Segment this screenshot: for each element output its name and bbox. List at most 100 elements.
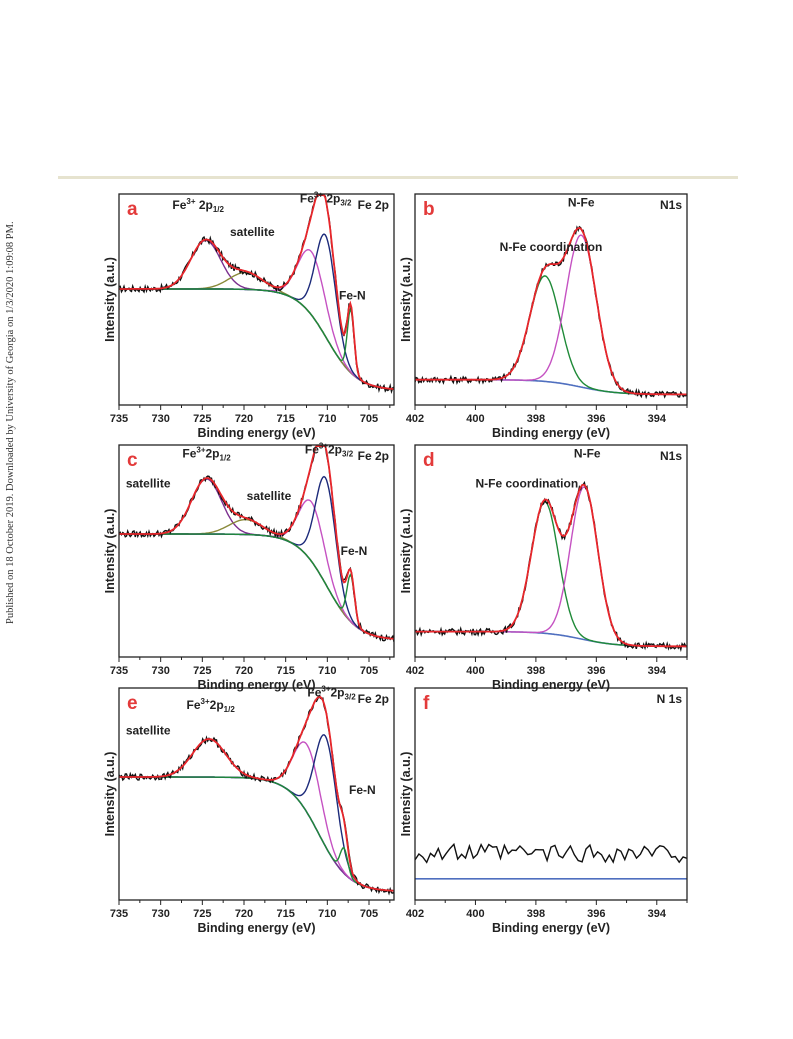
- x-tick-label-a-3: 720: [235, 413, 253, 425]
- x-tick-label-b-0: 402: [406, 413, 424, 425]
- x-tick-label-d-1: 400: [466, 665, 484, 677]
- x-axis-title-e: Binding energy (eV): [197, 921, 315, 935]
- x-axis-title-f: Binding energy (eV): [492, 921, 610, 935]
- frame-e: [118, 687, 395, 901]
- panel-letter-f: f: [423, 693, 430, 714]
- x-tick-label-d-2: 398: [527, 665, 545, 677]
- frame-d: [414, 444, 688, 658]
- peak-label-c-0: satellite: [126, 476, 171, 490]
- corner-label-a: Fe 2p: [358, 198, 389, 212]
- peak-label-b-0: N-Fe coordination: [500, 240, 603, 254]
- background-line-b: [415, 378, 687, 396]
- side-note: Published on 18 October 2019. Downloaded…: [5, 221, 16, 624]
- peak-label-a-1: satellite: [230, 225, 275, 239]
- component-b-1: [415, 234, 687, 396]
- corner-label-b: N1s: [660, 198, 682, 212]
- component-e-2: [119, 734, 394, 892]
- component-c-4: [119, 533, 394, 640]
- component-a-4: [119, 288, 394, 390]
- component-d-1: [415, 486, 687, 648]
- y-axis-title-c: Intensity (a.u.): [103, 509, 117, 594]
- peak-label-a-3: Fe-N: [339, 289, 366, 303]
- x-tick-label-e-0: 735: [110, 908, 128, 920]
- component-b-0: [415, 275, 687, 396]
- x-tick-label-e-5: 710: [318, 908, 336, 920]
- x-tick-label-a-6: 705: [360, 413, 378, 425]
- x-tick-label-e-2: 725: [193, 908, 211, 920]
- x-axis-title-b: Binding energy (eV): [492, 426, 610, 440]
- peak-label-c-4: Fe-N: [341, 544, 368, 558]
- curves-d: [415, 480, 687, 653]
- corner-label-d: N1s: [660, 449, 682, 463]
- x-tick-label-f-0: 402: [406, 908, 424, 920]
- curves-e: [119, 694, 394, 896]
- x-tick-label-e-3: 720: [235, 908, 253, 920]
- panel-d: 402 400 398 396 394 Binding energy (eV) Intens…: [399, 444, 688, 692]
- x-tick-label-e-6: 705: [360, 908, 378, 920]
- x-tick-label-c-6: 705: [360, 665, 378, 677]
- y-axis-title-b: Intensity (a.u.): [399, 257, 413, 342]
- envelope-line-c: [119, 445, 394, 640]
- x-tick-label-c-5: 710: [318, 665, 336, 677]
- x-tick-label-f-4: 394: [648, 908, 667, 920]
- x-axis-title-c: Binding energy (eV): [197, 678, 315, 692]
- peak-label-d-0: N-Fe coordination: [475, 476, 578, 490]
- panel-letter-d: d: [423, 450, 435, 471]
- panel-c: 735 730 725 720 715 710 705 Binding energy (eV)…: [103, 441, 395, 692]
- peak-label-c-1: Fe3+2p1/2: [182, 446, 231, 463]
- x-tick-label-c-4: 715: [276, 665, 294, 677]
- component-c-2: [119, 499, 394, 640]
- x-tick-label-e-4: 715: [276, 908, 294, 920]
- curves-c: [119, 445, 394, 642]
- panel-f: 402 400 398 396 394 Binding energy (eV) Intens…: [399, 687, 688, 935]
- x-tick-label-a-2: 725: [193, 413, 211, 425]
- peak-label-d-1: N-Fe: [574, 447, 601, 461]
- peak-label-e-1: Fe3+2p1/2: [187, 697, 236, 714]
- panel-letter-b: b: [423, 199, 435, 220]
- corner-label-c: Fe 2p: [358, 449, 389, 463]
- peak-label-a-0: Fe3+ 2p1/2: [172, 197, 224, 214]
- x-tick-label-d-3: 396: [587, 665, 605, 677]
- envelope-line-e: [119, 695, 394, 892]
- peak-label-e-0: satellite: [126, 724, 171, 738]
- x-tick-label-f-1: 400: [466, 908, 484, 920]
- frame-c: [118, 444, 395, 658]
- experimental-line-f: [415, 842, 687, 864]
- x-tick-label-b-3: 396: [587, 413, 605, 425]
- panel-b: 402 400 398 396 394 Binding energy (eV) Intens…: [399, 193, 688, 440]
- x-tick-label-a-0: 735: [110, 413, 128, 425]
- panel-letter-a: a: [127, 199, 138, 220]
- corner-label-f: N 1s: [657, 692, 683, 706]
- x-tick-label-d-4: 394: [648, 665, 667, 677]
- frame-f: [414, 687, 688, 901]
- envelope-line-d: [415, 483, 687, 648]
- x-tick-label-e-1: 730: [151, 908, 169, 920]
- panel-letter-e: e: [127, 693, 138, 714]
- peak-label-e-2: Fe3+2p3/2: [307, 684, 356, 701]
- peak-label-a-2: Fe3+ 2p3/2: [300, 190, 352, 207]
- component-e-1: [119, 741, 394, 892]
- peak-label-c-2: satellite: [247, 489, 292, 503]
- corner-label-e: Fe 2p: [358, 692, 389, 706]
- frame-a: [118, 193, 395, 406]
- curves-f: [415, 842, 687, 880]
- panel-a: 735 730 725 720 715 710 705 Binding energy (eV)…: [103, 190, 395, 440]
- x-tick-label-d-0: 402: [406, 665, 424, 677]
- side-note-text: Published on 18 October 2019. Downloaded…: [5, 221, 16, 624]
- x-tick-label-a-4: 715: [276, 413, 294, 425]
- component-d-0: [415, 501, 687, 648]
- x-tick-label-f-2: 398: [527, 908, 545, 920]
- x-tick-label-b-2: 398: [527, 413, 545, 425]
- curves-b: [415, 225, 687, 400]
- frame-b: [414, 193, 688, 406]
- y-axis-title-d: Intensity (a.u.): [399, 509, 413, 594]
- y-axis-title-f: Intensity (a.u.): [399, 752, 413, 837]
- envelope-line-a: [119, 194, 394, 390]
- x-tick-label-c-1: 730: [151, 665, 169, 677]
- x-tick-label-c-3: 720: [235, 665, 253, 677]
- x-tick-label-f-3: 396: [587, 908, 605, 920]
- x-tick-label-b-1: 400: [466, 413, 484, 425]
- peak-label-b-1: N-Fe: [568, 196, 595, 210]
- panel-letter-c: c: [127, 450, 138, 471]
